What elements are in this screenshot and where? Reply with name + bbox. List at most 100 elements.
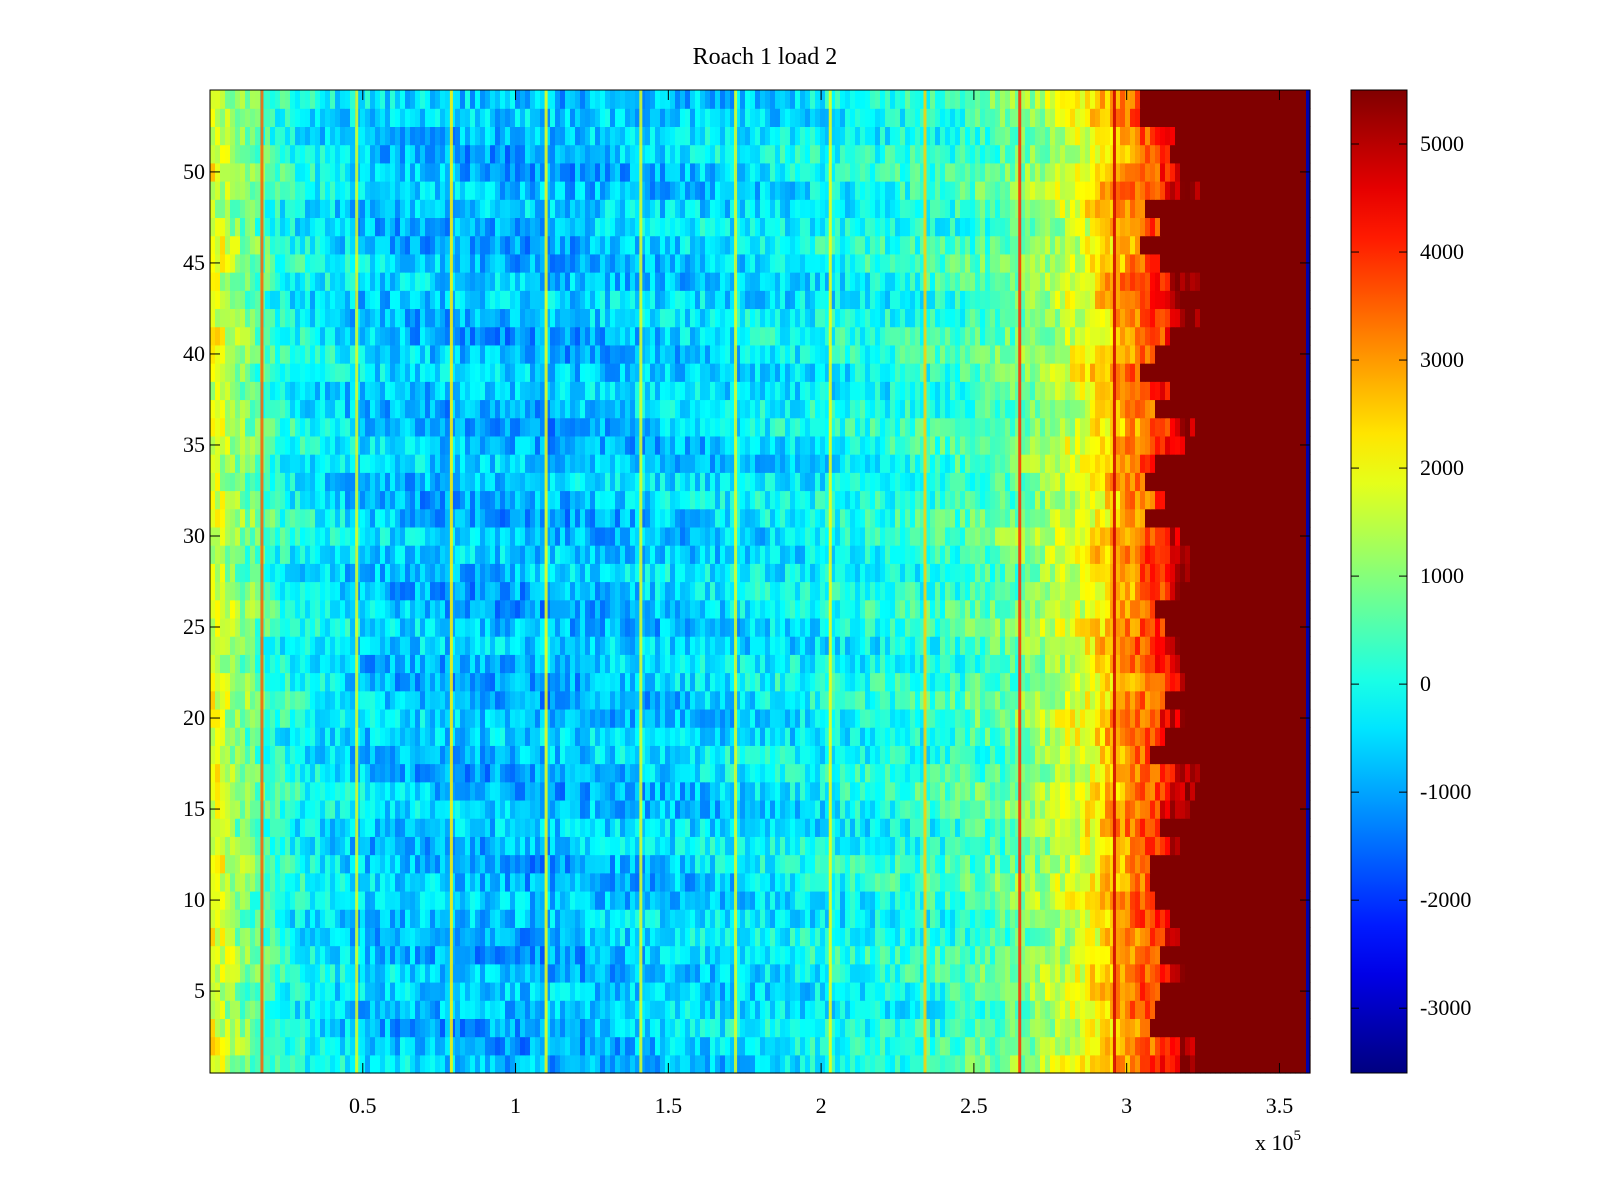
heatmap-cell: [1260, 799, 1266, 819]
heatmap-cell: [580, 890, 586, 910]
heatmap-cell: [800, 909, 806, 928]
heatmap-cell: [370, 909, 376, 928]
heatmap-cell: [1000, 854, 1006, 874]
heatmap-cell: [1180, 927, 1186, 947]
heatmap-cell: [405, 836, 411, 856]
heatmap-cell: [370, 708, 376, 728]
heatmap-cell: [880, 727, 886, 746]
heatmap-cell: [1195, 690, 1201, 710]
heatmap-cell: [1245, 745, 1251, 765]
heatmap-cell: [830, 945, 836, 965]
heatmap-cell: [575, 763, 581, 783]
heatmap-cell: [845, 963, 851, 983]
heatmap-cell: [925, 654, 931, 674]
heatmap-cell: [1280, 836, 1286, 856]
heatmap-cell: [785, 836, 791, 856]
heatmap-cell: [885, 836, 891, 856]
heatmap-cell: [995, 745, 1001, 765]
heatmap-cell: [440, 690, 446, 710]
heatmap-cell: [1060, 708, 1066, 728]
heatmap-cell: [1175, 1018, 1181, 1038]
heatmap-cell: [1140, 672, 1146, 692]
heatmap-cell: [550, 963, 556, 983]
heatmap-cell: [865, 799, 871, 819]
heatmap-cell: [1090, 909, 1096, 928]
heatmap-cell: [1010, 981, 1016, 1001]
heatmap-cell: [935, 909, 941, 928]
heatmap-cell: [475, 890, 481, 910]
heatmap-cell: [670, 1000, 676, 1019]
heatmap-cell: [835, 1054, 841, 1074]
heatmap-cell: [1285, 818, 1291, 837]
heatmap-cell: [860, 818, 866, 837]
heatmap-cell: [315, 854, 321, 874]
heatmap-cell: [1235, 981, 1241, 1001]
heatmap-cell: [325, 763, 331, 783]
heatmap-cell: [715, 981, 721, 1001]
heatmap-cell: [845, 945, 851, 965]
heatmap-cell: [1155, 818, 1161, 837]
heatmap-cell: [1295, 909, 1301, 928]
heatmap-cell: [1185, 981, 1191, 1001]
heatmap-cell: [215, 927, 221, 947]
heatmap-cell: [1285, 836, 1291, 856]
heatmap-cell: [1045, 1054, 1051, 1074]
heatmap-cell: [1115, 745, 1121, 765]
heatmap-cell: [545, 690, 551, 710]
heatmap-cell: [1300, 690, 1306, 710]
heatmap-cell: [680, 763, 686, 783]
heatmap-cell: [930, 836, 936, 856]
heatmap-cell: [840, 890, 846, 910]
heatmap-cell: [945, 708, 951, 728]
heatmap-cell: [720, 763, 726, 783]
heatmap-cell: [495, 654, 501, 674]
heatmap-cell: [460, 836, 466, 856]
heatmap-cell: [1175, 909, 1181, 928]
heatmap-cell: [1040, 1018, 1046, 1038]
heatmap-cell: [1010, 1036, 1016, 1056]
heatmap-cell: [1200, 981, 1206, 1001]
heatmap-cell: [920, 690, 926, 710]
heatmap-cell: [600, 1018, 606, 1038]
heatmap-cell: [965, 1000, 971, 1019]
heatmap-cell: [1170, 854, 1176, 874]
heatmap-cell: [1135, 708, 1141, 728]
heatmap-cell: [740, 981, 746, 1001]
heatmap-cell: [1280, 818, 1286, 837]
heatmap-cell: [1195, 981, 1201, 1001]
heatmap-cell: [255, 927, 261, 947]
heatmap-cell: [1220, 745, 1226, 765]
heatmap-cell: [1155, 690, 1161, 710]
heatmap-cell: [880, 763, 886, 783]
heatmap-cell: [1060, 909, 1066, 928]
heatmap-cell: [455, 872, 461, 892]
heatmap-cell: [415, 818, 421, 837]
heatmap-cell: [855, 963, 861, 983]
heatmap-cell: [915, 818, 921, 837]
heatmap-cell: [590, 690, 596, 710]
heatmap-cell: [255, 690, 261, 710]
heatmap-cell: [410, 836, 416, 856]
heatmap-cell: [385, 690, 391, 710]
heatmap-cell: [990, 818, 996, 837]
heatmap-cell: [1220, 1054, 1226, 1074]
heatmap-cell: [380, 927, 386, 947]
heatmap-cell: [965, 1054, 971, 1074]
heatmap-cell: [485, 1018, 491, 1038]
heatmap-cell: [1095, 909, 1101, 928]
heatmap-cell: [285, 1000, 291, 1019]
heatmap-cell: [215, 690, 221, 710]
heatmap-cell: [990, 872, 996, 892]
heatmap-cell: [930, 945, 936, 965]
heatmap-cell: [1260, 890, 1266, 910]
heatmap-cell: [945, 1054, 951, 1074]
heatmap-cell: [210, 745, 216, 765]
heatmap-cell: [645, 909, 651, 928]
heatmap-cell: [745, 981, 751, 1001]
heatmap-cell: [745, 963, 751, 983]
heatmap-cell: [605, 781, 611, 801]
heatmap-cell: [575, 927, 581, 947]
heatmap-cell: [970, 927, 976, 947]
heatmap-cell: [420, 927, 426, 947]
heatmap-cell: [1170, 818, 1176, 837]
